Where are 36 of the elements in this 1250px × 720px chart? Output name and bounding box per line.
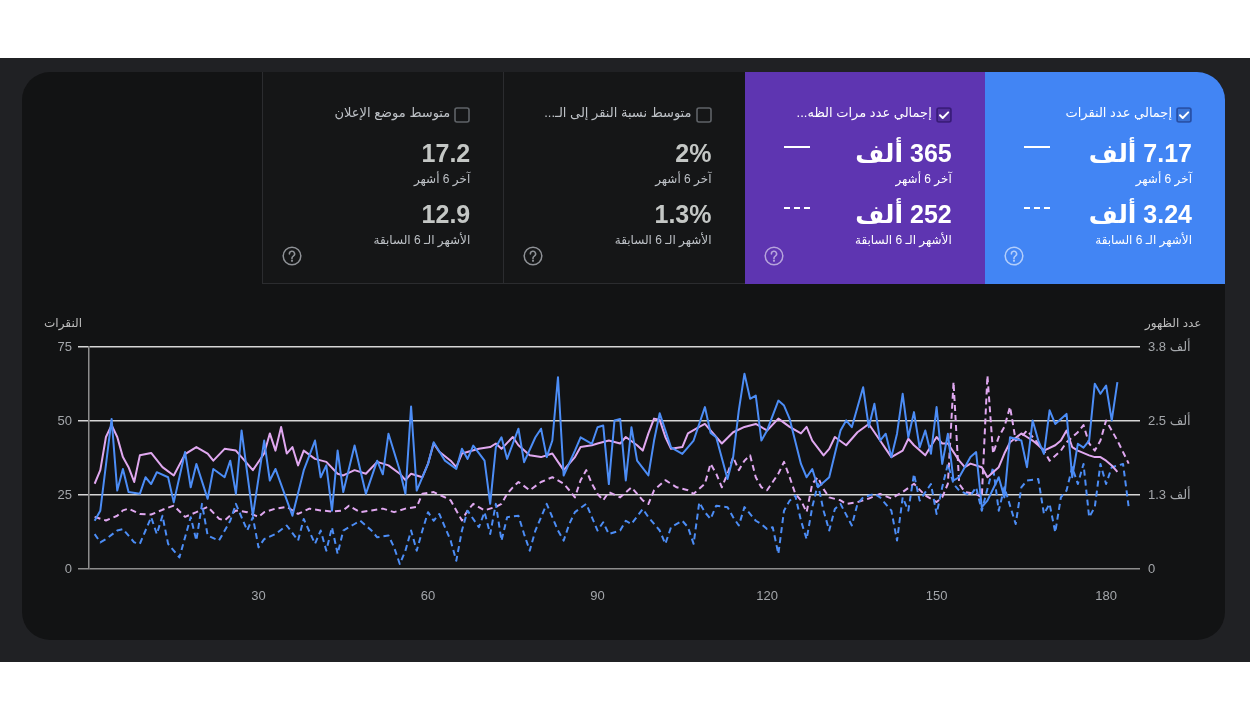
y-tick-label: 25	[57, 486, 72, 502]
x-tick-label: 120	[756, 588, 778, 604]
text: 1.3%	[654, 200, 712, 228]
y2-tick-label: 3.8 ألف	[1148, 337, 1191, 354]
text: إجمالي عدد مرات الظه...	[796, 104, 932, 122]
text: 252 ألف	[855, 200, 952, 228]
y2-axis-title: عدد الظهور	[1144, 316, 1202, 332]
text: آخر 6 أشهر	[895, 171, 952, 187]
text: 17.2	[421, 139, 471, 167]
text: 3.24 ألف	[1088, 200, 1192, 228]
text: آخر 6 أشهر	[655, 171, 712, 187]
x-tick-label: 30	[251, 588, 266, 604]
x-tick-label: 90	[590, 588, 605, 604]
text: 365 ألف	[855, 139, 952, 167]
text: 12.9	[421, 200, 471, 228]
x-tick-label: 60	[420, 588, 436, 604]
text: إجمالي عدد النقرات	[1065, 104, 1172, 122]
y-tick-label: 75	[57, 338, 72, 354]
y-axis-title: النقرات	[44, 316, 82, 332]
y-tick-label: 0	[64, 560, 72, 576]
text: آخر 6 أشهر	[413, 171, 471, 187]
text: متوسط نسبة النقر إلى الـ...	[544, 104, 692, 122]
y-tick-label: 50	[57, 412, 72, 428]
y2-tick-label: 2.5 ألف	[1148, 411, 1191, 428]
y2-tick-label: 1.3 ألف	[1148, 485, 1191, 502]
text: الأشهر الـ 6 السابقة	[614, 232, 712, 248]
x-tick-label: 150	[925, 588, 948, 604]
x-tick-label: 180	[1095, 588, 1117, 604]
text: الأشهر الـ 6 السابقة	[1095, 232, 1192, 248]
text: الأشهر الـ 6 السابقة	[373, 232, 471, 248]
text: 2%	[675, 139, 712, 167]
y2-tick-label: 0	[1148, 560, 1156, 576]
text: آخر 6 أشهر	[1135, 171, 1192, 187]
text: متوسط موضع الإعلان	[334, 104, 451, 122]
text: الأشهر الـ 6 السابقة	[854, 232, 952, 248]
text: 7.17 ألف	[1088, 139, 1192, 167]
